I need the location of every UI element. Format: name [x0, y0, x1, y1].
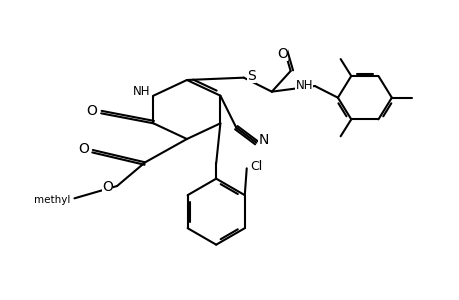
Text: Cl: Cl [250, 160, 263, 173]
Text: NH: NH [133, 85, 150, 98]
Text: S: S [246, 69, 255, 83]
Text: N: N [258, 133, 268, 147]
Text: O: O [276, 47, 287, 61]
Text: O: O [78, 142, 89, 156]
Text: O: O [86, 104, 97, 118]
Text: methyl: methyl [34, 195, 70, 205]
Text: O: O [102, 180, 113, 194]
Text: NH: NH [295, 79, 312, 92]
